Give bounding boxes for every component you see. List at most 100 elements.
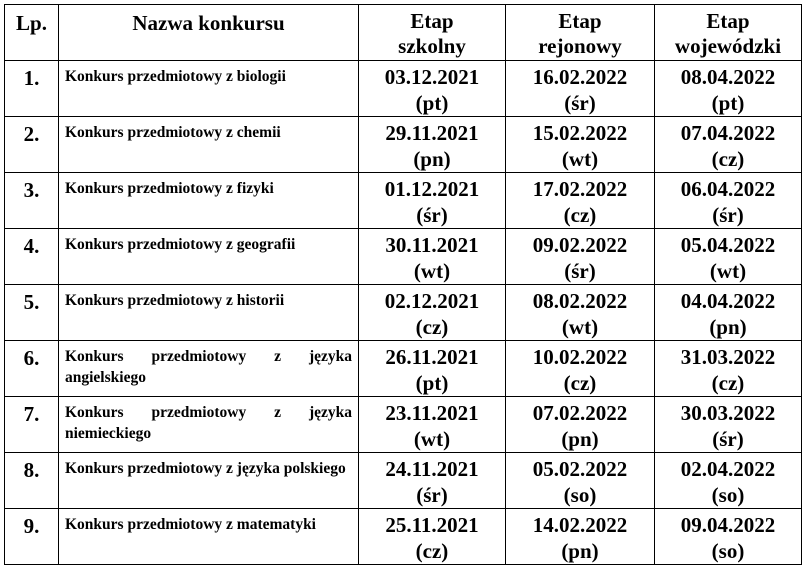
table-row: 2. Konkurs przedmiotowy z chemii 29.11.202… [4,116,802,173]
stage-rejonowy-weekday: (wt) [561,147,599,171]
header-etap-szkolny-line1: Etap [410,9,454,33]
stage-rejonowy-weekday: (śr) [564,259,596,283]
stage-szkolny-weekday: (cz) [415,315,449,339]
stage-szkolny-cell: 26.11.2021 (pt) [358,340,506,397]
row-number: 1. [4,60,59,117]
stage-wojewodzki-date: 06.04.2022 [680,177,776,201]
stage-wojewodzki-date: 30.03.2022 [680,401,776,425]
stage-wojewodzki-weekday: (pn) [709,315,747,339]
row-number: 4. [4,228,59,285]
stage-rejonowy-cell: 09.02.2022 (śr) [505,228,655,285]
stage-wojewodzki-cell: 30.03.2022 (śr) [654,396,802,453]
competition-name: Konkurs przedmiotowy z chemii [58,116,359,173]
stage-wojewodzki-weekday: (cz) [711,147,745,171]
competition-name: Konkurs przedmiotowy z języka polskiego [58,452,359,509]
row-number: 3. [4,172,59,229]
stage-wojewodzki-date: 04.04.2022 [680,289,776,313]
row-number: 9. [4,508,59,565]
stage-wojewodzki-date: 05.04.2022 [680,233,776,257]
competition-name: Konkurs przedmiotowy z języka niemieckie… [58,396,359,453]
header-name: Nazwa konkursu [58,4,359,61]
stage-rejonowy-cell: 05.02.2022 (so) [505,452,655,509]
stage-szkolny-date: 01.12.2021 [384,177,480,201]
stage-wojewodzki-weekday: (śr) [712,203,744,227]
stage-wojewodzki-cell: 31.03.2022 (cz) [654,340,802,397]
stage-rejonowy-cell: 15.02.2022 (wt) [505,116,655,173]
competition-name: Konkurs przedmiotowy z języka angielskie… [58,340,359,397]
stage-rejonowy-date: 16.02.2022 [532,65,628,89]
competition-name: Konkurs przedmiotowy z historii [58,284,359,341]
row-number: 6. [4,340,59,397]
stage-szkolny-cell: 02.12.2021 (cz) [358,284,506,341]
stage-wojewodzki-cell: 07.04.2022 (cz) [654,116,802,173]
stage-wojewodzki-weekday: (so) [711,539,745,563]
stage-wojewodzki-date: 02.04.2022 [680,457,776,481]
header-lp: Lp. [4,4,59,61]
stage-wojewodzki-cell: 08.04.2022 (pt) [654,60,802,117]
stage-rejonowy-date: 15.02.2022 [532,121,628,145]
table-row: 4. Konkurs przedmiotowy z geografii 30.11.… [4,228,802,285]
stage-wojewodzki-weekday: (śr) [712,427,744,451]
competition-name: Konkurs przedmiotowy z fizyki [58,172,359,229]
stage-szkolny-date: 02.12.2021 [384,289,480,313]
stage-szkolny-date: 26.11.2021 [385,345,479,369]
stage-rejonowy-weekday: (śr) [564,91,596,115]
stage-szkolny-cell: 25.11.2021 (cz) [358,508,506,565]
table-row: 6. Konkurs przedmiotowy z języka angielsk… [4,340,802,397]
stage-rejonowy-date: 08.02.2022 [532,289,628,313]
row-number: 7. [4,396,59,453]
stage-szkolny-weekday: (pt) [415,371,449,395]
header-etap-szkolny-line2: szkolny [398,34,466,58]
stage-szkolny-date: 24.11.2021 [385,457,479,481]
row-number: 2. [4,116,59,173]
header-etap-rejonowy-line1: Etap [558,9,602,33]
stage-szkolny-date: 23.11.2021 [385,401,479,425]
stage-szkolny-weekday: (cz) [415,539,449,563]
header-row: Lp. Nazwa konkursu Etap szkolny Etap rej… [4,4,802,61]
stage-szkolny-date: 30.11.2021 [385,233,479,257]
stage-szkolny-weekday: (śr) [416,203,448,227]
stage-szkolny-date: 03.12.2021 [384,65,480,89]
stage-wojewodzki-cell: 06.04.2022 (śr) [654,172,802,229]
stage-szkolny-cell: 24.11.2021 (śr) [358,452,506,509]
stage-rejonowy-weekday: (cz) [563,203,597,227]
stage-rejonowy-weekday: (pn) [561,539,599,563]
stage-rejonowy-weekday: (cz) [563,371,597,395]
stage-wojewodzki-date: 08.04.2022 [680,65,776,89]
row-number: 5. [4,284,59,341]
stage-wojewodzki-weekday: (so) [711,483,745,507]
stage-szkolny-weekday: (śr) [416,483,448,507]
stage-wojewodzki-cell: 04.04.2022 (pn) [654,284,802,341]
stage-rejonowy-cell: 14.02.2022 (pn) [505,508,655,565]
stage-rejonowy-date: 05.02.2022 [532,457,628,481]
stage-wojewodzki-date: 07.04.2022 [680,121,776,145]
table-row: 9. Konkurs przedmiotowy z matematyki 25.11… [4,508,802,565]
stage-rejonowy-weekday: (so) [563,483,597,507]
header-etap-wojewodzki: Etap wojewódzki [654,4,802,61]
stage-wojewodzki-cell: 02.04.2022 (so) [654,452,802,509]
stage-szkolny-weekday: (pt) [415,91,449,115]
stage-rejonowy-weekday: (wt) [561,315,599,339]
stage-szkolny-weekday: (pn) [413,147,451,171]
header-etap-wojewodzki-line2: wojewódzki [674,34,782,58]
stage-rejonowy-cell: 10.02.2022 (cz) [505,340,655,397]
stage-wojewodzki-weekday: (wt) [709,259,747,283]
stage-wojewodzki-date: 09.04.2022 [680,513,776,537]
competition-name: Konkurs przedmiotowy z biologii [58,60,359,117]
stage-wojewodzki-weekday: (cz) [711,371,745,395]
header-etap-wojewodzki-line1: Etap [706,9,750,33]
stage-szkolny-cell: 30.11.2021 (wt) [358,228,506,285]
stage-rejonowy-cell: 16.02.2022 (śr) [505,60,655,117]
stage-wojewodzki-cell: 09.04.2022 (so) [654,508,802,565]
stage-rejonowy-cell: 17.02.2022 (cz) [505,172,655,229]
stage-rejonowy-date: 14.02.2022 [532,513,628,537]
stage-szkolny-cell: 03.12.2021 (pt) [358,60,506,117]
header-etap-szkolny: Etap szkolny [358,4,506,61]
table-row: 1. Konkurs przedmiotowy z biologii 03.12.2… [4,60,802,117]
stage-szkolny-weekday: (wt) [413,427,451,451]
table-row: 8. Konkurs przedmiotowy z języka polskieg… [4,452,802,509]
table-row: 5. Konkurs przedmiotowy z historii 02.12.2… [4,284,802,341]
stage-wojewodzki-date: 31.03.2022 [680,345,776,369]
stage-szkolny-date: 25.11.2021 [385,513,479,537]
stage-rejonowy-date: 10.02.2022 [532,345,628,369]
